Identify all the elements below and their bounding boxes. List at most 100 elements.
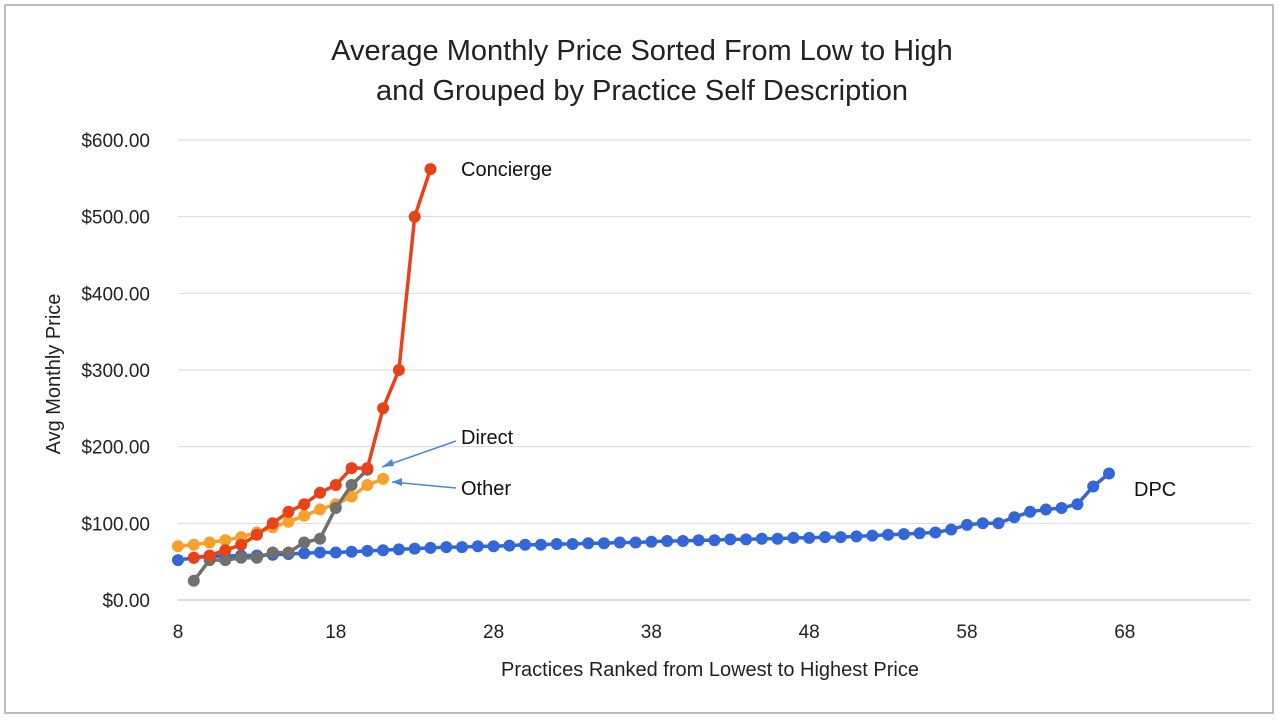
series-direct [187, 463, 374, 587]
data-point-other [282, 515, 295, 528]
series-line-concierge [193, 168, 433, 560]
data-point-dpc [471, 540, 484, 553]
data-point-dpc [897, 528, 910, 541]
data-point-direct [345, 479, 358, 491]
data-point-dpc [1024, 505, 1037, 518]
data-point-concierge [250, 528, 263, 541]
data-point-dpc [676, 535, 689, 547]
x-axis-title: Practices Ranked from Lowest to Highest … [501, 659, 919, 681]
y-tick-label: $200.00 [81, 438, 150, 459]
data-point-dpc [598, 537, 610, 550]
data-point-dpc [1103, 467, 1115, 480]
data-point-concierge [187, 551, 200, 564]
data-point-dpc [345, 545, 358, 558]
data-point-dpc [329, 546, 342, 559]
data-point-dpc [961, 518, 973, 531]
series-label-other: Other [461, 478, 511, 500]
data-point-concierge [377, 402, 390, 415]
data-point-dpc [708, 534, 721, 547]
data-point-dpc [771, 532, 784, 545]
x-tick-label: 68 [1114, 622, 1135, 643]
data-point-dpc [613, 536, 626, 549]
x-tick-label: 8 [173, 622, 184, 643]
data-point-dpc [519, 538, 532, 551]
series-label-direct: Direct [461, 427, 514, 449]
x-tick-label: 58 [956, 622, 977, 643]
y-tick-label: $100.00 [81, 514, 150, 535]
grid-layer [178, 139, 1251, 601]
data-point-dpc [929, 526, 942, 539]
data-point-other [298, 509, 311, 522]
direct-pointer-arrowhead [382, 459, 394, 467]
data-point-direct [187, 574, 200, 587]
data-point-dpc [913, 527, 926, 540]
data-point-dpc [1071, 498, 1084, 511]
data-point-dpc [1039, 503, 1052, 516]
data-point-dpc [172, 554, 184, 567]
data-point-dpc [850, 530, 863, 543]
data-point-dpc [503, 539, 516, 552]
data-point-concierge [235, 538, 248, 551]
series-label-dpc: DPC [1134, 479, 1176, 501]
y-tick-labels: $0.00 $100.00 $200.00 $300.00 $400.00 $500.00… [81, 131, 150, 612]
data-point-dpc [1087, 480, 1100, 493]
data-point-concierge [314, 486, 326, 499]
data-point-dpc [314, 546, 326, 559]
data-point-concierge [219, 544, 232, 557]
data-point-direct [235, 551, 248, 564]
data-point-dpc [440, 541, 453, 554]
data-point-dpc [392, 543, 405, 556]
y-axis-title: Avg Monthly Price [43, 294, 65, 455]
data-point-dpc [377, 544, 390, 557]
data-point-concierge [203, 549, 216, 562]
data-point-dpc [740, 533, 753, 546]
data-point-other [345, 490, 358, 503]
series-label-concierge: Concierge [461, 159, 552, 181]
direct-pointer-arrow [381, 440, 457, 468]
data-point-other [361, 479, 374, 491]
data-point-direct [298, 536, 311, 549]
x-tick-labels: 8 18 28 38 48 58 68 [173, 622, 1136, 643]
data-point-dpc [787, 531, 800, 544]
chart-frame: Average Monthly Price Sorted From Low to… [4, 4, 1274, 714]
data-point-dpc [629, 536, 642, 549]
data-point-dpc [834, 531, 847, 544]
data-point-dpc [408, 542, 421, 555]
other-pointer-arrow [391, 481, 457, 489]
data-point-concierge [266, 517, 279, 530]
other-pointer-arrowhead [392, 478, 402, 486]
data-point-dpc [645, 535, 658, 548]
data-point-concierge [424, 163, 437, 176]
data-point-dpc [1055, 502, 1068, 514]
data-point-dpc [803, 531, 816, 544]
data-point-dpc [534, 538, 547, 551]
y-tick-label: $500.00 [81, 208, 150, 229]
series-dpc [172, 467, 1115, 567]
chart-svg: Average Monthly Price Sorted From Low to… [43, 35, 1251, 681]
data-point-concierge [392, 364, 405, 376]
data-point-dpc [582, 537, 595, 550]
chart-title-line-2: and Grouped by Practice Self Description [376, 75, 908, 107]
data-point-direct [266, 546, 279, 559]
data-point-dpc [566, 538, 579, 550]
data-point-dpc [724, 533, 737, 546]
data-point-concierge [282, 505, 295, 518]
data-point-direct [282, 546, 295, 559]
data-point-dpc [819, 531, 831, 544]
data-point-other [172, 540, 184, 553]
data-point-other [203, 536, 216, 549]
data-point-dpc [992, 517, 1005, 530]
chart-title-line-1: Average Monthly Price Sorted From Low to… [331, 35, 953, 67]
data-point-other [219, 534, 232, 547]
data-point-dpc [487, 540, 500, 553]
data-point-concierge [329, 479, 342, 491]
series-concierge [187, 163, 437, 564]
data-point-dpc [866, 529, 879, 542]
y-tick-label: $300.00 [81, 361, 150, 382]
data-point-other [314, 503, 326, 516]
data-point-concierge [298, 498, 311, 511]
data-point-dpc [1008, 511, 1021, 524]
data-point-concierge [361, 462, 374, 475]
data-point-dpc [661, 535, 674, 547]
data-point-dpc [882, 528, 895, 541]
